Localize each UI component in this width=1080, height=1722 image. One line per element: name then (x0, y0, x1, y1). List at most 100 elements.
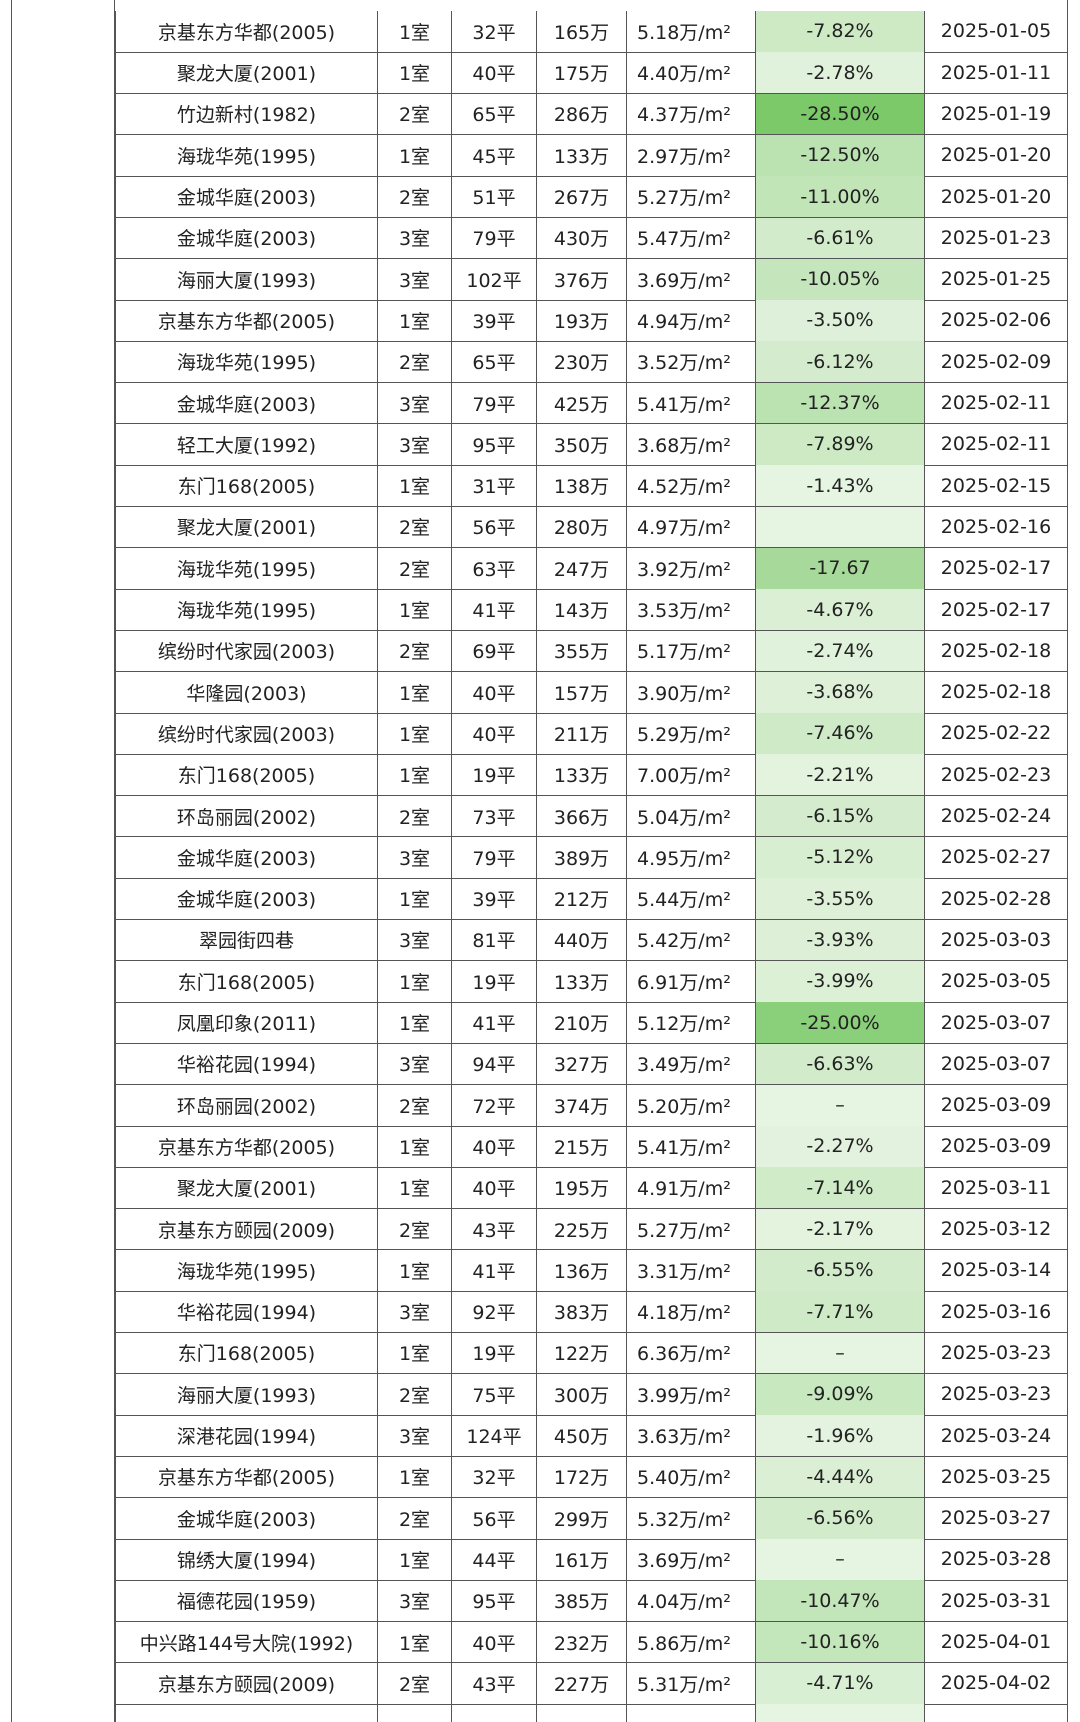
change-cell: -10.05% (756, 258, 925, 301)
rooms-cell: 1室 (378, 11, 452, 53)
community-cell: 金城华庭(2003) (115, 1497, 378, 1540)
community-cell: 竹边新村(1982) (115, 93, 378, 136)
change-cell: -1.43% (756, 465, 925, 508)
community-cell: 京基东方华都(2005) (115, 1126, 378, 1168)
change-cell (756, 506, 925, 549)
blank-column (11, 0, 115, 1722)
area-cell: 39平 (452, 300, 537, 342)
rooms-cell: 1室 (378, 52, 452, 95)
community-cell: 环岛丽园(2002) (115, 1084, 378, 1127)
area-cell: 79平 (452, 217, 537, 260)
rooms-cell: 1室 (378, 671, 452, 714)
partial-cell (756, 1704, 925, 1722)
unit-price-cell: 2.97万/m² (627, 134, 756, 177)
date-cell: 2025-03-25 (925, 1456, 1068, 1499)
price-cell: 440万 (537, 919, 627, 962)
change-cell: -3.55% (756, 878, 925, 921)
change-cell: -3.68% (756, 671, 925, 714)
rooms-cell: 3室 (378, 919, 452, 962)
area-cell: 19平 (452, 960, 537, 1003)
price-cell: 210万 (537, 1002, 627, 1044)
area-cell: 40平 (452, 1167, 537, 1210)
date-cell: 2025-02-18 (925, 671, 1068, 714)
unit-price-cell: 5.44万/m² (627, 878, 756, 921)
date-cell: 2025-03-24 (925, 1415, 1068, 1457)
rooms-cell: 3室 (378, 837, 452, 879)
area-cell: 51平 (452, 176, 537, 218)
area-cell: 41平 (452, 1250, 537, 1292)
area-cell: 45平 (452, 134, 537, 177)
area-cell: 56平 (452, 506, 537, 549)
area-cell: 41平 (452, 589, 537, 631)
price-cell: 225万 (537, 1208, 627, 1251)
rooms-cell: 1室 (378, 713, 452, 755)
date-cell: 2025-01-20 (925, 176, 1068, 218)
price-cell: 327万 (537, 1043, 627, 1086)
change-cell: -7.82% (756, 11, 925, 53)
community-cell: 金城华庭(2003) (115, 837, 378, 879)
date-cell: 2025-01-20 (925, 134, 1068, 177)
rooms-cell: 1室 (378, 1539, 452, 1581)
unit-price-cell: 5.27万/m² (627, 176, 756, 218)
area-cell: 124平 (452, 1415, 537, 1457)
unit-price-cell: 4.97万/m² (627, 506, 756, 549)
rooms-cell: 3室 (378, 1043, 452, 1086)
change-cell: – (756, 1539, 925, 1581)
change-cell: -9.09% (756, 1373, 925, 1416)
unit-price-cell: 6.36万/m² (627, 1332, 756, 1375)
change-cell: -7.14% (756, 1167, 925, 1210)
date-cell: 2025-01-11 (925, 52, 1068, 95)
area-cell: 79平 (452, 382, 537, 425)
unit-price-cell: 5.42万/m² (627, 919, 756, 962)
community-cell: 华裕花园(1994) (115, 1043, 378, 1086)
price-cell: 450万 (537, 1415, 627, 1457)
area-cell: 40平 (452, 1621, 537, 1664)
community-cell: 海珑华苑(1995) (115, 589, 378, 631)
price-cell: 175万 (537, 52, 627, 95)
price-cell: 286万 (537, 93, 627, 136)
rooms-cell: 2室 (378, 1208, 452, 1251)
unit-price-cell: 5.27万/m² (627, 1208, 756, 1251)
price-cell: 193万 (537, 300, 627, 342)
area-cell: 31平 (452, 465, 537, 508)
price-cell: 366万 (537, 795, 627, 838)
date-cell: 2025-03-16 (925, 1291, 1068, 1334)
community-cell: 金城华庭(2003) (115, 217, 378, 260)
change-cell: -2.17% (756, 1208, 925, 1251)
date-cell: 2025-01-05 (925, 11, 1068, 53)
change-cell: -1.96% (756, 1415, 925, 1457)
date-cell: 2025-02-15 (925, 465, 1068, 508)
area-cell: 44平 (452, 1539, 537, 1581)
community-cell: 金城华庭(2003) (115, 176, 378, 218)
partial-cell (115, 1704, 378, 1722)
unit-price-cell: 3.63万/m² (627, 1415, 756, 1457)
date-cell: 2025-03-28 (925, 1539, 1068, 1581)
community-cell: 华隆园(2003) (115, 671, 378, 714)
area-cell: 43平 (452, 1208, 537, 1251)
price-cell: 138万 (537, 465, 627, 508)
date-cell: 2025-02-24 (925, 795, 1068, 838)
rooms-cell: 3室 (378, 258, 452, 301)
price-cell: 161万 (537, 1539, 627, 1581)
change-cell: -6.12% (756, 341, 925, 384)
area-cell: 102平 (452, 258, 537, 301)
community-cell: 海珑华苑(1995) (115, 547, 378, 590)
area-cell: 43平 (452, 1663, 537, 1705)
area-cell: 39平 (452, 878, 537, 921)
change-cell: -17.67 (756, 547, 925, 590)
date-cell: 2025-02-11 (925, 424, 1068, 466)
area-cell: 63平 (452, 547, 537, 590)
area-cell: 56平 (452, 1497, 537, 1540)
rooms-cell: 2室 (378, 630, 452, 673)
unit-price-cell: 5.12万/m² (627, 1002, 756, 1044)
unit-price-cell: 3.69万/m² (627, 1539, 756, 1581)
unit-price-cell: 5.41万/m² (627, 1126, 756, 1168)
date-cell: 2025-01-25 (925, 258, 1068, 301)
unit-price-cell: 5.32万/m² (627, 1497, 756, 1540)
price-cell: 215万 (537, 1126, 627, 1168)
rooms-cell: 3室 (378, 1415, 452, 1457)
price-cell: 350万 (537, 424, 627, 466)
rooms-cell: 1室 (378, 1250, 452, 1292)
area-cell: 40平 (452, 713, 537, 755)
partial-cell (378, 1704, 452, 1722)
